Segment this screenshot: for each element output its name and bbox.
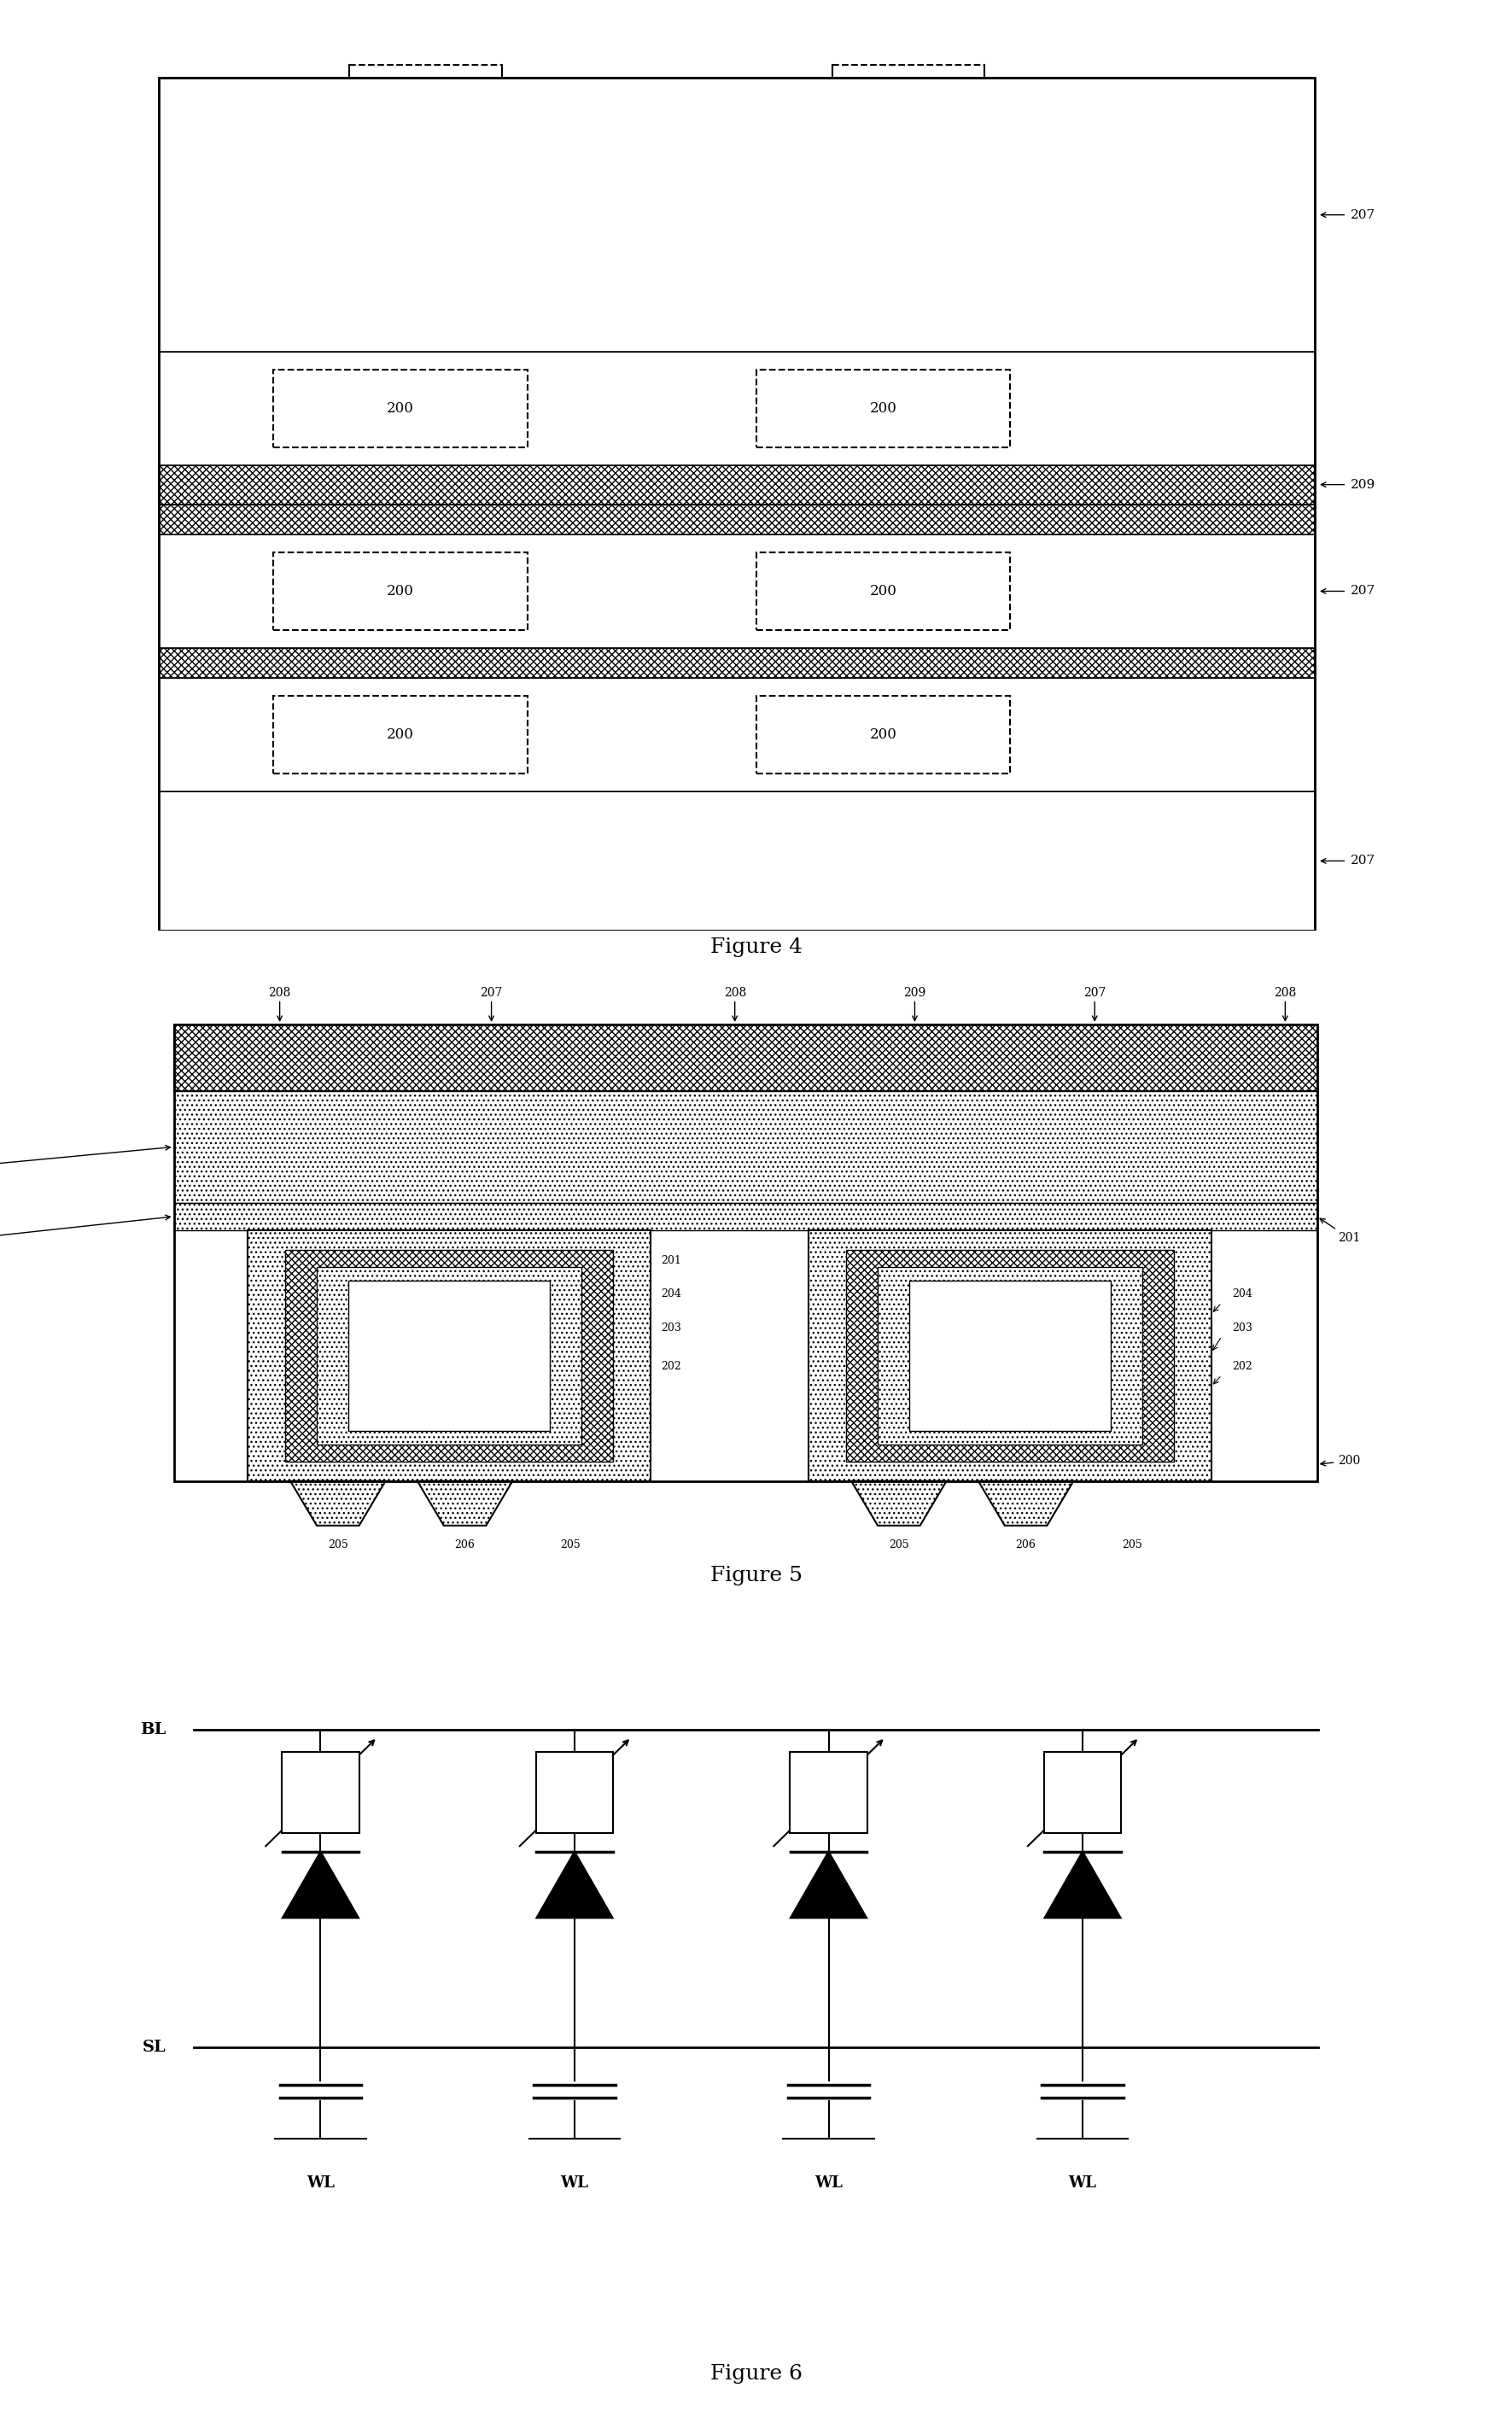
Text: WL: WL <box>307 2175 334 2190</box>
Bar <box>159 77 1315 353</box>
Bar <box>809 1230 1211 1482</box>
Bar <box>845 1250 1173 1462</box>
Polygon shape <box>417 1482 513 1525</box>
Bar <box>174 1204 1317 1230</box>
Polygon shape <box>1045 1851 1120 1919</box>
Text: 207: 207 <box>0 1146 171 1172</box>
Text: 200: 200 <box>869 401 897 416</box>
Bar <box>348 1281 549 1431</box>
Bar <box>318 1267 581 1445</box>
Text: 202: 202 <box>661 1361 680 1373</box>
Text: 201: 201 <box>1320 1218 1361 1245</box>
Bar <box>174 1025 1317 1482</box>
Text: 209: 209 <box>904 989 925 998</box>
Text: 206: 206 <box>455 1540 475 1552</box>
Text: 209: 209 <box>1350 479 1376 491</box>
Polygon shape <box>283 1851 358 1919</box>
Text: 200: 200 <box>387 585 414 599</box>
Text: WL: WL <box>815 2175 842 2190</box>
Bar <box>877 1267 1142 1445</box>
Polygon shape <box>791 1851 866 1919</box>
Text: 205: 205 <box>561 1540 581 1552</box>
Bar <box>159 648 1315 679</box>
Text: 204: 204 <box>661 1288 680 1300</box>
Text: 203: 203 <box>1232 1322 1252 1334</box>
Text: 205: 205 <box>328 1540 348 1552</box>
Text: 206: 206 <box>1016 1540 1036 1552</box>
Bar <box>789 1752 866 1832</box>
Bar <box>159 464 1315 505</box>
Text: BL: BL <box>141 1723 166 1738</box>
Text: 203: 203 <box>661 1322 680 1334</box>
Text: 201: 201 <box>661 1254 680 1267</box>
Text: 200: 200 <box>387 728 414 742</box>
Text: 208: 208 <box>1275 989 1296 998</box>
Polygon shape <box>290 1482 386 1525</box>
Bar <box>159 353 1315 464</box>
Bar <box>159 679 1315 790</box>
Bar <box>281 1752 360 1832</box>
Bar <box>274 551 528 631</box>
Bar <box>174 1025 1317 1090</box>
Polygon shape <box>978 1482 1074 1525</box>
Text: Figure 6: Figure 6 <box>711 2364 801 2383</box>
Bar <box>537 1752 614 1832</box>
Bar <box>1043 1752 1120 1832</box>
Text: 201: 201 <box>0 1216 171 1245</box>
Text: 207: 207 <box>1350 585 1376 597</box>
Bar <box>284 1250 612 1462</box>
Bar <box>159 534 1315 648</box>
Text: 207: 207 <box>1350 856 1376 868</box>
Text: 205: 205 <box>1122 1540 1142 1552</box>
Text: 208: 208 <box>269 989 290 998</box>
Bar <box>174 1090 1317 1204</box>
Bar <box>274 370 528 447</box>
Bar <box>159 505 1315 534</box>
Text: 207: 207 <box>1084 989 1105 998</box>
Text: 207: 207 <box>1350 208 1376 220</box>
Bar <box>756 551 1010 631</box>
Text: SL: SL <box>142 2040 166 2054</box>
Text: 200: 200 <box>1320 1455 1361 1467</box>
Polygon shape <box>851 1482 947 1525</box>
Text: 200: 200 <box>869 728 897 742</box>
Bar <box>159 790 1315 931</box>
Text: 204: 204 <box>1232 1288 1252 1300</box>
Bar <box>756 696 1010 773</box>
Bar <box>248 1230 650 1482</box>
Bar <box>756 370 1010 447</box>
Text: 200: 200 <box>387 401 414 416</box>
Text: WL: WL <box>1069 2175 1096 2190</box>
Text: Figure 5: Figure 5 <box>711 1566 801 1586</box>
Text: 200: 200 <box>869 585 897 599</box>
Bar <box>909 1281 1110 1431</box>
Polygon shape <box>537 1851 612 1919</box>
Text: 205: 205 <box>889 1540 909 1552</box>
Text: WL: WL <box>561 2175 588 2190</box>
Text: 208: 208 <box>724 989 745 998</box>
Text: 207: 207 <box>481 989 502 998</box>
Text: Figure 4: Figure 4 <box>711 938 801 957</box>
Bar <box>274 696 528 773</box>
Text: 202: 202 <box>1232 1361 1252 1373</box>
